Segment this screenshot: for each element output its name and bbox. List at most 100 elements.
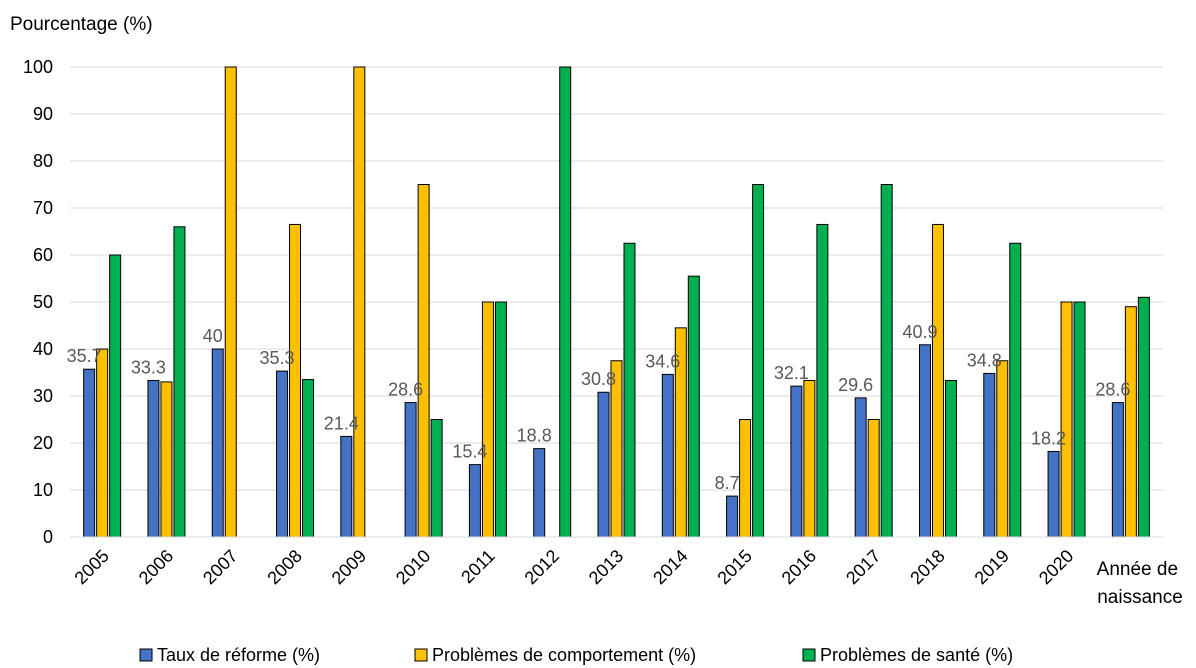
data-label: 30.8 [581,369,616,389]
bar [559,66,572,538]
bar [623,242,636,538]
data-label: 21.4 [324,413,359,433]
bar [880,184,893,538]
x-tick-label: 2014 [649,546,691,588]
data-label: 8.7 [715,473,740,493]
bar [340,435,353,538]
bar [468,464,481,538]
data-label: 40.9 [902,322,937,342]
y-tick-label: 60 [33,245,53,265]
y-tick-label: 0 [43,527,53,547]
bar [1047,450,1060,538]
bar [931,223,944,538]
bar [160,381,173,538]
bar [996,360,1009,538]
data-label: 40 [203,326,223,346]
bar [96,348,109,538]
x-tick-label: 2005 [71,546,113,588]
x-tick-label: 2016 [778,546,820,588]
bar [494,301,507,538]
data-labels: 35.7 33.3 40 35.3 21.4 28.6 15.4 18.8 30.8 34.6 8.… [67,322,1131,493]
x-axis-title-line-2: naissance [1097,587,1183,608]
y-tick-label: 10 [33,480,53,500]
x-tick-label: 2017 [842,546,884,588]
x-tick-label: 2007 [199,546,241,588]
data-label: 34.8 [967,350,1002,370]
bar [1073,301,1086,538]
bar [83,368,96,538]
y-tick-label: 80 [33,151,53,171]
bar [353,66,366,538]
data-label: 28.6 [1095,380,1130,400]
y-tick-label: 50 [33,292,53,312]
x-axis-title-line-1: Année de [1097,559,1178,580]
data-label: 15.4 [452,442,487,462]
legend: Taux de réforme (%) Problèmes de comporte… [139,645,1013,665]
x-tick-label: 2010 [392,546,434,588]
bar [404,402,417,538]
bar [803,379,816,538]
legend-label: Problèmes de santé (%) [820,645,1013,665]
bar [302,379,315,538]
x-tick-label: 2012 [521,546,563,588]
x-tick-label: 2011 [457,546,499,588]
bar [1111,402,1124,538]
y-tick-label: 40 [33,339,53,359]
data-label: 18.8 [517,426,552,446]
bar [173,226,186,538]
data-label: 35.7 [67,346,102,366]
x-tick-label: 2020 [1035,546,1077,588]
data-label: 34.6 [645,351,680,371]
bar [739,419,752,538]
data-label: 29.6 [838,375,873,395]
bar [816,223,829,538]
bar [918,344,931,538]
bar [289,223,302,538]
x-axis-ticks: 2005 2006 2007 2008 2009 2010 2011 2012 2013 2014… [71,546,1078,588]
x-tick-label: 2006 [135,546,177,588]
bar [109,254,122,538]
bar [276,370,289,538]
bar [854,397,867,538]
bar [147,379,160,538]
bar [597,391,610,538]
y-tick-label: 70 [33,198,53,218]
legend-label: Taux de réforme (%) [157,645,320,665]
data-label: 18.2 [1031,428,1066,448]
bar [687,275,700,538]
x-tick-label: 2019 [971,546,1013,588]
bar [867,419,880,538]
bar [533,448,546,538]
legend-label: Problèmes de comportement (%) [432,645,696,665]
x-tick-label: 2009 [328,546,370,588]
y-tick-label: 30 [33,386,53,406]
legend-swatch [802,648,816,662]
data-label: 33.3 [131,357,166,377]
y-axis-title: Pourcentage (%) [10,14,153,35]
bars [83,66,1150,538]
bar [661,373,674,538]
x-tick-label: 2015 [713,546,755,588]
x-tick-label: 2018 [906,546,948,588]
y-tick-label: 100 [23,57,53,77]
data-label: 32.1 [774,363,809,383]
bar [211,348,224,538]
bar [1009,242,1022,538]
bar [790,385,803,538]
bar [1137,296,1150,538]
bar [983,372,996,538]
y-tick-label: 20 [33,433,53,453]
legend-swatch [414,648,428,662]
data-label: 28.6 [388,380,423,400]
bar [417,184,430,538]
gridlines [70,66,1163,491]
y-tick-label: 90 [33,104,53,124]
x-tick-label: 2013 [585,546,627,588]
y-axis-ticks: 0 10 20 30 40 50 60 70 80 90 100 [23,57,53,547]
bar [1060,301,1073,538]
x-tick-label: 2008 [263,546,305,588]
bar [944,379,957,538]
bar [726,495,739,538]
bar [481,301,494,538]
